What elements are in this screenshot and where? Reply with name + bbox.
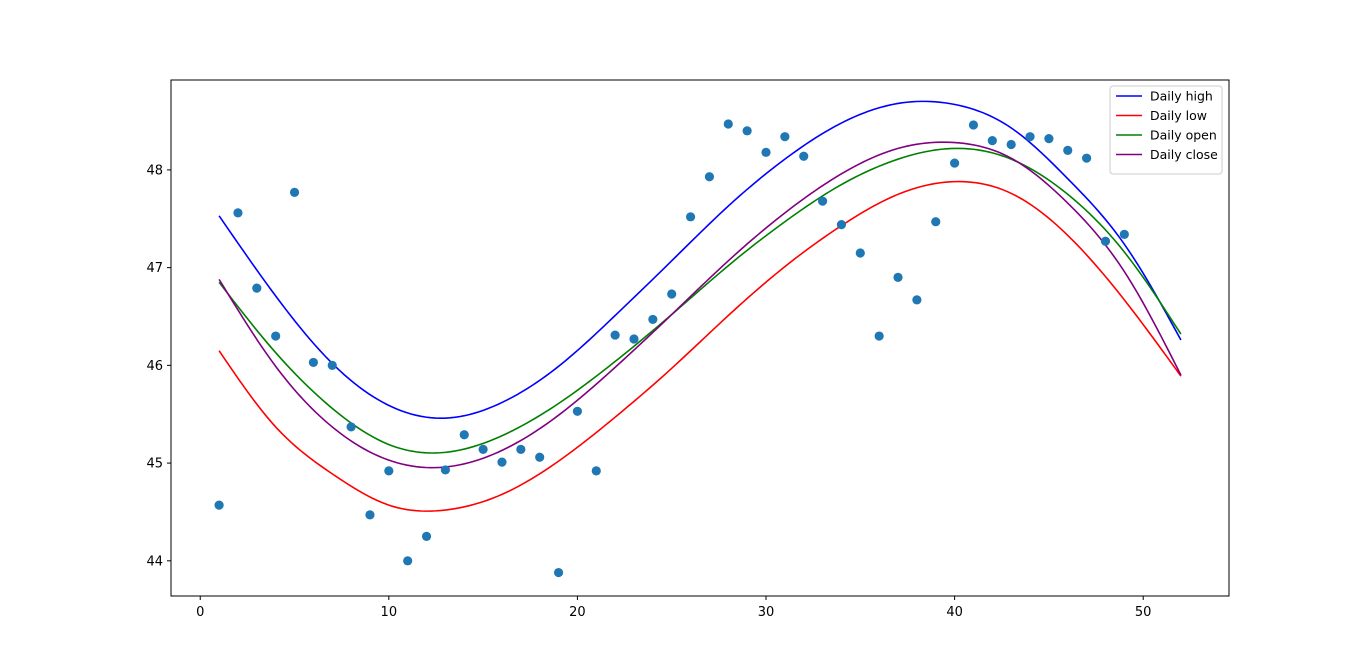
scatter-point <box>497 457 507 467</box>
scatter-point <box>761 147 771 157</box>
y-tick-label: 47 <box>146 261 163 276</box>
scatter-point <box>384 466 394 476</box>
legend: Daily high Daily low Daily open Daily close <box>1109 85 1223 175</box>
legend-label: Daily high <box>1150 89 1213 104</box>
x-tick-label: 10 <box>381 605 398 620</box>
series-line-daily-high <box>218 100 1182 420</box>
scatter-point <box>1006 139 1016 150</box>
scatter-point <box>327 360 337 370</box>
axes-frame <box>170 79 1230 597</box>
y-tick-label: 46 <box>146 359 163 374</box>
scatter-point <box>365 510 375 520</box>
scatter-point <box>421 531 432 541</box>
legend-label: Daily close <box>1150 147 1218 162</box>
scatter-point <box>874 331 884 341</box>
scatter-point <box>516 444 526 455</box>
series-line-daily-low <box>218 180 1182 512</box>
y-tick-label: 44 <box>146 554 163 569</box>
scatter-point <box>931 217 941 227</box>
scatter-point <box>648 314 658 325</box>
series-line-daily-close <box>218 141 1182 469</box>
x-tick-label: 20 <box>569 605 586 620</box>
scatter-point <box>1119 229 1129 240</box>
scatter-point <box>553 567 564 578</box>
scatter-point <box>478 444 488 455</box>
scatter-point <box>459 430 469 440</box>
y-axis: 44 45 46 47 48 <box>146 163 171 569</box>
scatter-point <box>289 187 300 197</box>
scatter-point <box>403 556 413 566</box>
scatter-point <box>271 331 281 341</box>
scatter-point <box>968 120 979 130</box>
scatter-point <box>308 357 318 368</box>
scatter-point <box>667 289 677 299</box>
scatter-point <box>855 248 865 258</box>
scatter-point <box>233 208 243 218</box>
scatter-point <box>346 422 356 432</box>
y-tick-label: 45 <box>146 457 163 472</box>
x-tick-label: 40 <box>946 605 963 620</box>
scatter-point <box>440 465 450 475</box>
scatter-point <box>1025 132 1035 142</box>
plot-area <box>170 79 1230 597</box>
scatter-point <box>799 151 809 161</box>
scatter-point <box>950 158 960 168</box>
scatter-point <box>742 126 752 136</box>
scatter-point <box>723 119 733 129</box>
y-tick-label: 48 <box>146 163 163 178</box>
legend-label: Daily low <box>1150 108 1207 123</box>
scatter-point <box>214 500 224 510</box>
scatter-point <box>704 172 715 182</box>
scatter-point <box>572 406 583 416</box>
scatter-point <box>591 466 601 476</box>
series-lines <box>218 100 1182 512</box>
x-axis: 0 10 20 30 40 50 <box>196 596 1151 620</box>
legend-label: Daily open <box>1150 128 1217 143</box>
scatter-point <box>1100 236 1111 246</box>
scatter-point <box>780 132 790 142</box>
scatter-point <box>893 272 903 283</box>
legend-box <box>1109 85 1223 175</box>
scatter-point <box>836 220 847 230</box>
x-tick-label: 50 <box>1135 605 1152 620</box>
scatter-point <box>1082 153 1092 163</box>
scatter-point <box>252 283 262 293</box>
scatter-point <box>629 334 639 344</box>
scatter-point <box>987 135 997 146</box>
scatter-point <box>912 295 922 305</box>
scatter-point <box>535 452 545 462</box>
x-tick-label: 30 <box>758 605 775 620</box>
scatter-point <box>817 196 828 206</box>
scatter-point <box>610 330 620 340</box>
scatter-point <box>1044 134 1054 144</box>
scatter-points <box>214 119 1129 578</box>
scatter-point <box>1063 145 1073 155</box>
x-tick-label: 0 <box>196 605 204 620</box>
scatter-point <box>685 212 696 222</box>
